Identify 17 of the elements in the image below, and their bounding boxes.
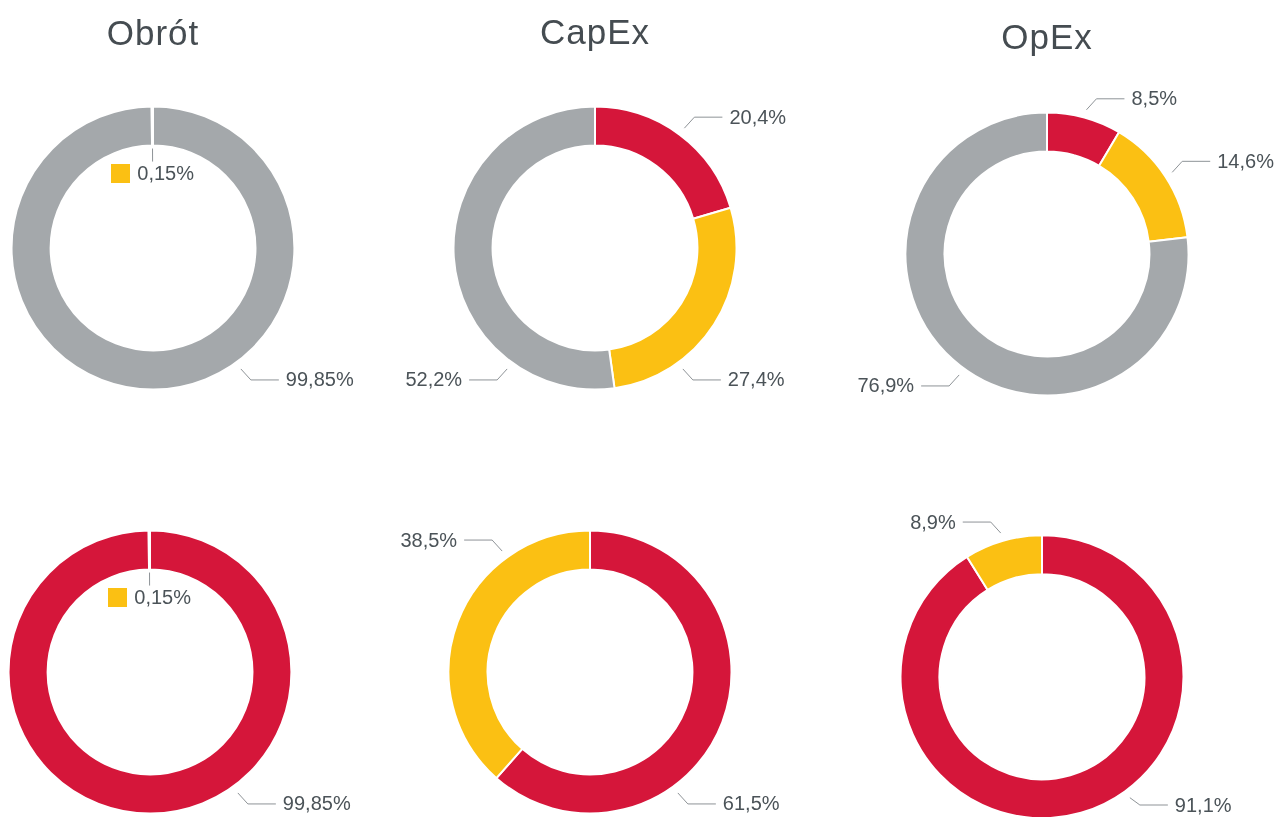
data-label: 99,85% bbox=[282, 792, 351, 815]
data-label: 8,9% bbox=[910, 510, 956, 533]
chart-title: Obrót bbox=[106, 13, 200, 53]
data-label: 76,9% bbox=[857, 374, 915, 397]
data-label: 0,15% bbox=[137, 162, 195, 185]
data-label: 91,1% bbox=[1174, 793, 1232, 816]
data-label: 61,5% bbox=[722, 792, 780, 815]
data-label: 0,15% bbox=[134, 586, 192, 609]
data-label: 20,4% bbox=[729, 105, 787, 128]
data-label: 14,6% bbox=[1217, 149, 1275, 172]
data-label: 99,85% bbox=[285, 368, 354, 391]
chart-title: CapEx bbox=[539, 12, 651, 52]
chart-title: OpEx bbox=[1001, 17, 1093, 57]
data-label: 8,5% bbox=[1131, 87, 1178, 110]
data-label: 27,4% bbox=[727, 368, 785, 391]
data-label: 38,5% bbox=[400, 528, 458, 551]
data-label: 52,2% bbox=[405, 368, 463, 391]
